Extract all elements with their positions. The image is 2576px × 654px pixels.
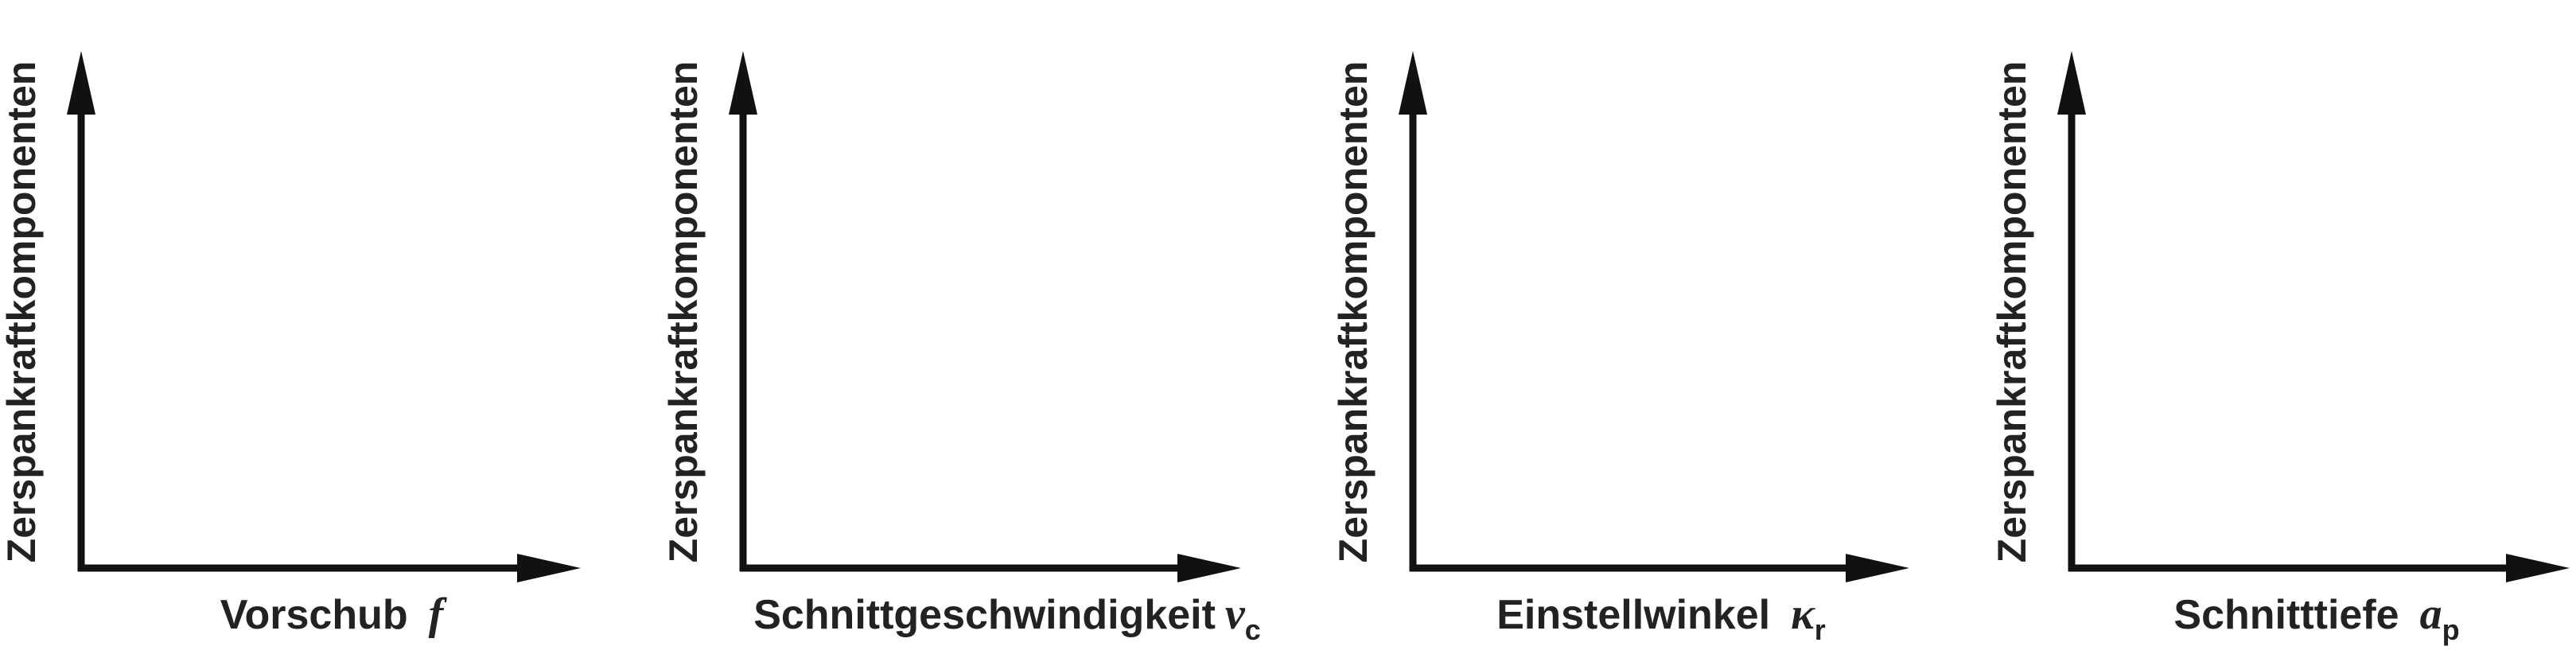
panel-1-y-axis-arrow-icon bbox=[67, 51, 95, 115]
panel-1-xlabel-symbol: f bbox=[429, 590, 448, 639]
panel-3: Zerspankraftkomponenten Einstellwinkel κr bbox=[1331, 51, 1909, 646]
panel-2-xlabel: Schnittgeschwindigkeit vc bbox=[753, 590, 1261, 646]
panel-1-ylabel: Zerspankraftkomponenten bbox=[0, 61, 44, 563]
panel-3-xlabel-subscript: r bbox=[1815, 613, 1826, 646]
panel-4-xlabel: Schnitttiefe ap bbox=[2173, 590, 2459, 646]
panel-1: Zerspankraftkomponenten Vorschub f bbox=[0, 51, 581, 639]
panel-3-x-axis-arrow-icon bbox=[1846, 554, 1909, 582]
panel-2-ylabel: Zerspankraftkomponenten bbox=[661, 61, 706, 563]
panel-3-y-axis-arrow-icon bbox=[1399, 51, 1427, 115]
panel-4-ylabel: Zerspankraftkomponenten bbox=[1990, 61, 2034, 563]
panel-2: Zerspankraftkomponenten Schnittgeschwind… bbox=[661, 51, 1261, 646]
panel-4-xlabel-symbol: a bbox=[2420, 590, 2442, 639]
panel-4-y-axis-arrow-icon bbox=[2057, 51, 2086, 115]
panel-2-y-axis-arrow-icon bbox=[729, 51, 757, 115]
panel-3-xlabel-text: Einstellwinkel bbox=[1496, 592, 1770, 638]
panel-1-xlabel-text: Vorschub bbox=[220, 592, 408, 638]
panel-1-x-axis-arrow-icon bbox=[517, 554, 581, 582]
panel-2-xlabel-text: Schnittgeschwindigkeit bbox=[753, 592, 1216, 638]
panel-3-ylabel: Zerspankraftkomponenten bbox=[1331, 61, 1376, 563]
panel-4-xlabel-subscript: p bbox=[2442, 613, 2460, 646]
panel-2-xlabel-symbol: v bbox=[1225, 590, 1246, 639]
panel-4-xlabel-text: Schnitttiefe bbox=[2173, 592, 2399, 638]
panel-2-xlabel-subscript: c bbox=[1245, 613, 1261, 646]
panel-4-x-axis-arrow-icon bbox=[2506, 554, 2570, 582]
panel-4: Zerspankraftkomponenten Schnitttiefe ap bbox=[1990, 51, 2570, 646]
panel-1-xlabel: Vorschub f bbox=[220, 590, 448, 639]
panel-3-xlabel: Einstellwinkel κr bbox=[1496, 590, 1826, 646]
panel-2-x-axis-arrow-icon bbox=[1177, 554, 1241, 582]
panel-3-xlabel-symbol: κ bbox=[1791, 590, 1815, 639]
